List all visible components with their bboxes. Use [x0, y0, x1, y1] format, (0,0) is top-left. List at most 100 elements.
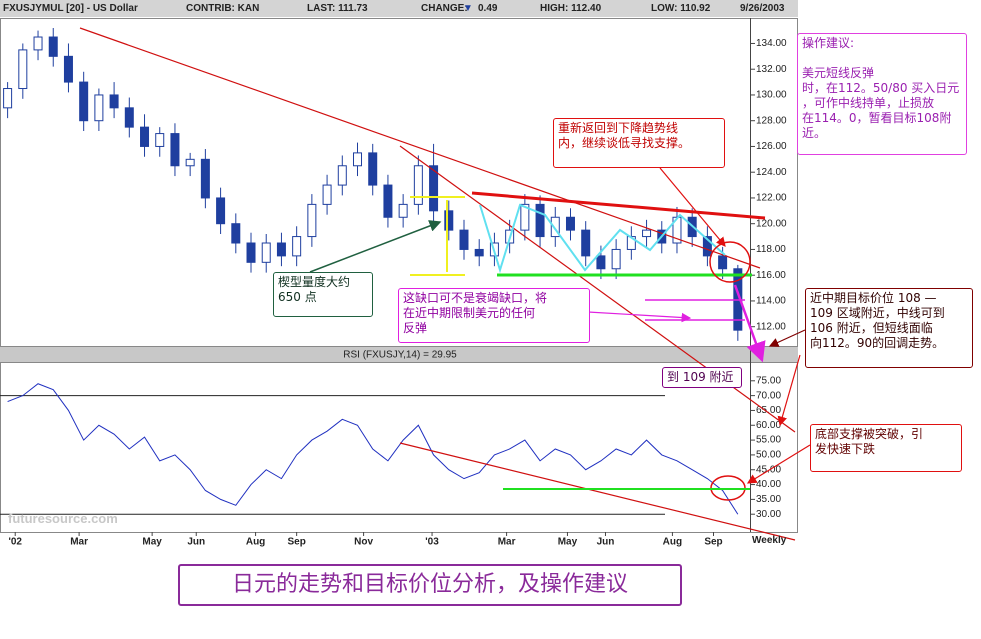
annotation-line: 106 附近，但短线面临	[810, 321, 933, 335]
candle-body	[474, 248, 484, 257]
x-tick-label: '03	[425, 537, 439, 548]
trend-line	[79, 27, 761, 269]
chart: RSI (FXUSJY,14) = 29.95 112.00 114.00 116.…	[0, 18, 811, 548]
y-tick-label: 70.00	[756, 390, 781, 401]
candle-body	[33, 36, 43, 51]
candle-body	[718, 255, 728, 270]
annotation-box: 近中期目标价位 108 —109 区域附近，中线可到 106 附近，但短线面临 向1…	[805, 288, 973, 368]
annotation-lines	[79, 27, 811, 541]
candle-body	[124, 107, 134, 128]
y-tick-label: 35.00	[756, 494, 781, 505]
x-tick-label: Aug	[246, 537, 265, 548]
y-tick-label: 128.00	[756, 115, 787, 126]
annotation-line	[802, 51, 962, 66]
candle-body	[398, 203, 408, 218]
annotation-box: 到 109 附近	[662, 367, 742, 388]
annotation-line: ，可作中线持单，止损放	[802, 96, 935, 110]
candle-body	[383, 184, 393, 218]
y-tick-label: 75.00	[756, 375, 781, 386]
rsi-bar	[0, 347, 798, 362]
candle-body	[140, 126, 150, 147]
annotation-line: 美元短线反弹	[802, 66, 875, 80]
y-tick-label: 114.00	[756, 296, 786, 307]
symbol: FXUSJYMUL [20] - US Dollar	[3, 3, 138, 14]
low: LOW: 110.92	[651, 3, 711, 14]
date: 9/26/2003	[740, 3, 785, 14]
period-label: Weekly	[752, 535, 787, 546]
arrow	[746, 444, 811, 484]
candle-body	[337, 165, 347, 186]
y-tick-label: 65.00	[756, 405, 781, 416]
candle-body	[596, 255, 606, 270]
y-tick-label: 132.00	[756, 64, 787, 75]
candle-body	[368, 152, 378, 186]
annotation-line: 650 点	[278, 290, 317, 304]
rsi-line	[7, 383, 739, 515]
candle-body	[702, 236, 712, 257]
x-tick-label: Mar	[498, 537, 516, 548]
x-tick-label: Mar	[70, 537, 88, 548]
candle-body	[200, 158, 210, 199]
annotation-box: 底部支撑被突破，引 发快速下跌	[810, 424, 962, 472]
candle-body	[109, 94, 119, 109]
last: LAST: 111.73	[307, 3, 368, 14]
annotation-box: 这缺口可不是衰竭缺口，将 在近中期限制美元的任何 反弹	[398, 288, 590, 343]
resistance-line	[471, 191, 766, 220]
change-label: CHANGE:	[421, 3, 468, 14]
y-tick-label: 120.00	[756, 218, 787, 229]
annotation-line: 在114。0，暂看目标108附	[802, 111, 952, 125]
annotation-line: 近。	[802, 126, 827, 140]
candle-body	[63, 55, 73, 83]
annotation-line: 这缺口可不是衰竭缺口，将	[403, 291, 548, 305]
annotation-box: 楔型量度大约 650 点	[273, 272, 373, 317]
candle-body	[231, 223, 241, 244]
candle-body	[48, 36, 58, 57]
high: HIGH: 112.40	[540, 3, 602, 14]
candle-body	[550, 216, 560, 238]
x-tick-label: '02	[8, 537, 22, 548]
candle-body	[444, 210, 454, 231]
arrow	[777, 354, 801, 427]
candle-body	[413, 165, 423, 205]
candle-body	[292, 236, 302, 257]
x-tick-label: May	[558, 537, 578, 548]
candle-body	[353, 152, 363, 167]
annotation-line: 底部支撑被突破，引	[815, 427, 924, 441]
arrow	[309, 220, 442, 273]
candle-body	[246, 242, 256, 263]
candle-body	[3, 88, 13, 109]
candle-body	[79, 81, 89, 122]
y-tick-label: 40.00	[756, 479, 781, 490]
candle-body	[459, 229, 469, 250]
y-tick-label: 55.00	[756, 435, 781, 446]
x-tick-label: Sep	[287, 537, 305, 548]
y-tick-label: 134.00	[756, 38, 787, 49]
annotation-line: 到 109 附近	[667, 370, 734, 384]
annotation-line: 向112。90的回调走势。	[810, 336, 945, 350]
arrow	[768, 329, 806, 347]
x-tick-label: Jun	[187, 537, 205, 548]
caption: 日元的走势和目标价位分析，及操作建议	[178, 564, 682, 606]
candle-body	[581, 229, 591, 257]
x-tick-label: Sep	[704, 537, 722, 548]
arrow	[659, 167, 726, 247]
x-tick-label: May	[142, 537, 162, 548]
change-value: 0.49	[478, 3, 498, 14]
y-tick-label: 130.00	[756, 90, 787, 101]
y-tick-label: 118.00	[756, 244, 786, 255]
candle-body	[642, 229, 652, 238]
x-tick-label: Aug	[663, 537, 682, 548]
candle-body	[565, 216, 575, 231]
y-tick-label: 50.00	[756, 450, 781, 461]
candle-body	[185, 158, 195, 167]
annotation-box: 操作建议: 美元短线反弹 时，在112。50/80 买入日元 ，可作中线持单，止损放在…	[797, 33, 967, 155]
annotation-line: 近中期目标价位 108 —	[810, 291, 937, 305]
annotation-line: 操作建议:	[802, 36, 855, 50]
candle-body	[216, 197, 226, 225]
candle-body	[261, 242, 271, 263]
y-tick-label: 116.00	[756, 270, 786, 281]
annotation-box: 重新返回到下降趋势线 内，继续谈低寻找支撑。	[553, 118, 725, 168]
candle-body	[535, 203, 545, 238]
arrow	[587, 311, 692, 323]
